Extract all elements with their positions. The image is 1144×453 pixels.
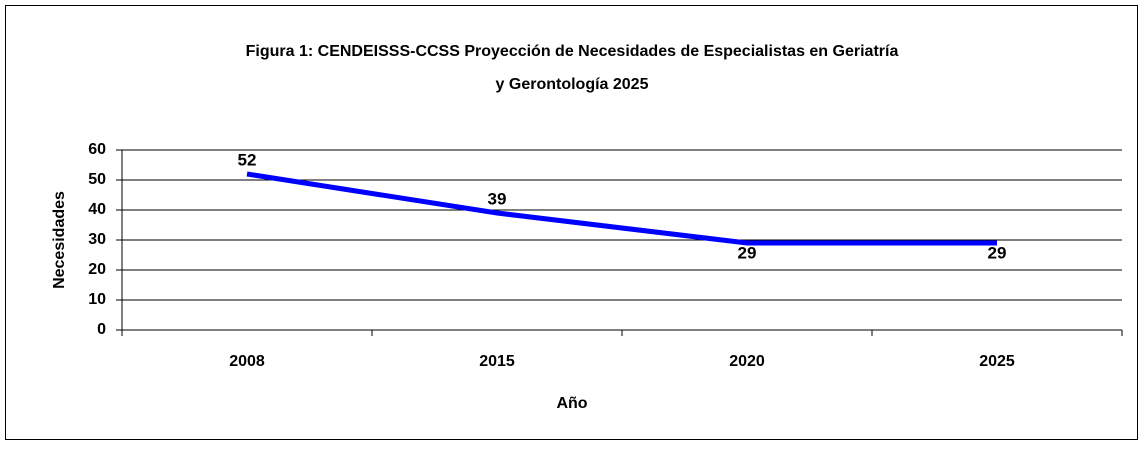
data-label: 29 — [738, 243, 757, 262]
y-tick-label: 60 — [88, 141, 106, 158]
x-tick-label: 2015 — [479, 353, 515, 370]
y-tick-label: 50 — [88, 171, 106, 188]
data-label: 52 — [238, 150, 257, 169]
x-tick-label: 2020 — [729, 353, 765, 370]
data-label: 29 — [988, 243, 1007, 262]
chart-title: Figura 1: CENDEISSS-CCSS Proyección de N… — [246, 43, 899, 60]
chart-title: y Gerontología 2025 — [496, 76, 649, 93]
line-series — [246, 171, 997, 246]
y-axis-label: Necesidades — [51, 191, 68, 289]
y-tick-label: 0 — [97, 321, 106, 338]
y-tick-label: 10 — [88, 291, 106, 308]
y-tick-label: 40 — [88, 201, 106, 218]
x-tick-label: 2025 — [979, 353, 1015, 370]
y-tick-label: 20 — [88, 261, 106, 278]
data-label: 39 — [488, 189, 507, 208]
x-tick-label: 2008 — [229, 353, 265, 370]
x-axis-label: Año — [556, 395, 587, 412]
y-tick-label: 30 — [88, 231, 106, 248]
